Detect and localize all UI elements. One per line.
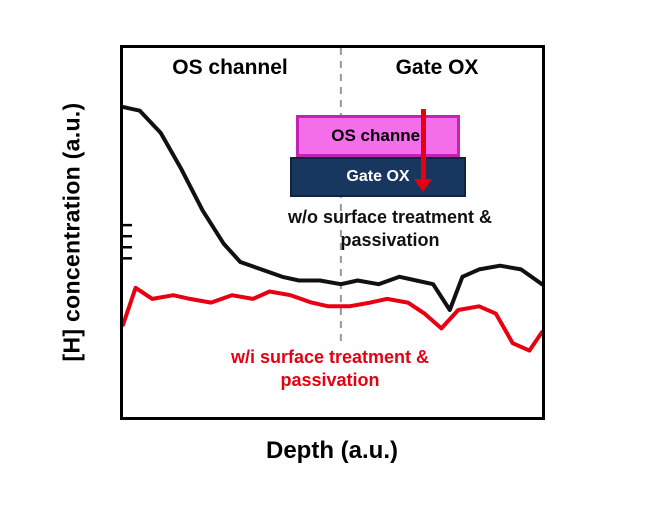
x-axis-label: Depth (a.u.) xyxy=(266,437,398,464)
y-axis-label: [H] concentration (a.u.) xyxy=(58,102,85,362)
annotation-wi-treatment-line2: passivation xyxy=(280,370,380,390)
region-label-os-channel: OS channel xyxy=(172,56,288,79)
depth-arrow-head-icon xyxy=(414,179,432,192)
annotation-wo-treatment-line1: w/o surface treatment & xyxy=(287,207,493,227)
plot-area xyxy=(120,45,545,420)
inset-os-channel-label: OS channel xyxy=(331,126,425,145)
inset-layer-gate-ox: Gate OX xyxy=(290,157,466,197)
inset-device-stack: OS channel Gate OX xyxy=(290,109,466,197)
inset-gate-ox-label: Gate OX xyxy=(346,168,410,185)
annotation-wo-treatment: w/o surface treatment & passivation xyxy=(250,206,530,252)
depth-arrow-line xyxy=(421,109,426,181)
curve-wi-treatment xyxy=(123,285,542,353)
annotation-wi-treatment: w/i surface treatment & passivation xyxy=(190,346,470,392)
annotation-wi-treatment-line1: w/i surface treatment & xyxy=(230,347,430,367)
inset-layer-os-channel: OS channel xyxy=(296,115,460,157)
curve-wo-treatment xyxy=(123,105,542,312)
annotation-wo-treatment-line2: passivation xyxy=(340,230,440,250)
region-label-gate-ox: Gate OX xyxy=(395,56,479,79)
